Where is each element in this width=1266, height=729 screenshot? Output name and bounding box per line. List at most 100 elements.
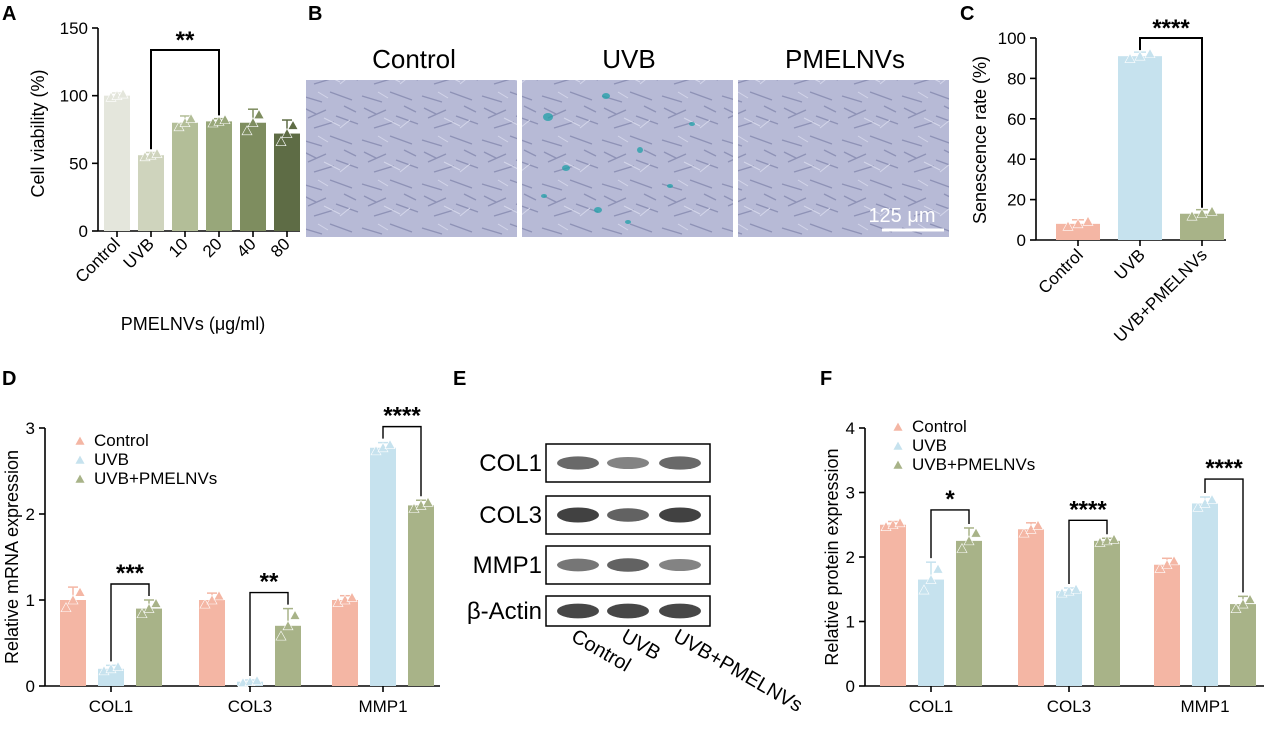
data-point [346, 591, 358, 602]
y-axis-label: Relative protein expression [822, 448, 842, 665]
data-point [1206, 493, 1218, 504]
micrograph-control [306, 80, 517, 237]
stain-spots [541, 93, 695, 224]
panel-letter-e: E [453, 368, 466, 390]
blot-band [659, 507, 701, 523]
y-tick-label: 1 [26, 591, 35, 610]
x-tick-label: Control [72, 234, 124, 286]
legend-marker [892, 440, 904, 451]
bar [1094, 540, 1120, 686]
panel-letter-c: C [960, 3, 974, 25]
blot-band [557, 456, 599, 470]
bar [60, 600, 86, 686]
chart-senescence-rate: 0 20 40 60 80 100 Senescence rate (%) Control UV… [970, 15, 1226, 346]
significance-label: **** [1205, 455, 1243, 482]
panel-letter-f: F [820, 368, 832, 390]
data-point [932, 563, 944, 574]
significance-label: ** [260, 569, 279, 596]
bar [240, 122, 266, 231]
legend-label: UVB+PMELNVs [94, 469, 217, 488]
data-point [970, 527, 982, 538]
y-tick-label: 20 [1007, 191, 1026, 210]
y-tick-label: 0 [1017, 231, 1026, 250]
data-point [275, 136, 287, 146]
blot-band [659, 558, 701, 572]
data-point [60, 602, 72, 613]
x-tick-label: COL3 [1047, 697, 1091, 716]
y-axis-label: Senescence rate (%) [970, 56, 990, 224]
legend-label: Control [94, 431, 149, 450]
panel-letter-b: B [308, 3, 322, 25]
micrograph-pmelnvs [738, 80, 949, 237]
data-point [219, 114, 231, 125]
scale-bar-label: 125 μm [868, 205, 935, 227]
data-point [1070, 583, 1082, 594]
data-point [1168, 555, 1180, 566]
data-point [1144, 48, 1156, 59]
y-tick-label: 50 [69, 154, 88, 173]
significance-bracket [1139, 37, 1203, 208]
blot-band [557, 558, 599, 572]
micrograph-title-pmelnvs: PMELNVs [785, 44, 905, 74]
data-point [1108, 533, 1120, 544]
legend-marker [892, 421, 904, 432]
data-point [117, 88, 129, 99]
data-point [136, 608, 148, 619]
blot-row-label: COL1 [479, 450, 542, 477]
data-point [956, 542, 968, 553]
x-tick-label: COL1 [89, 697, 133, 716]
x-tick-label: COL1 [909, 697, 953, 716]
bar [199, 600, 225, 686]
data-point [289, 609, 301, 620]
y-axis-label: Relative mRNA expression [2, 450, 22, 664]
x-tick-label: 80 [267, 234, 294, 261]
blot-lane-label: UVB+PMELNVs [670, 625, 807, 717]
legend-label: UVB [912, 436, 947, 455]
data-point [1032, 519, 1044, 530]
significance-bracket [150, 49, 220, 150]
bar [1118, 56, 1162, 241]
bar [1180, 213, 1224, 240]
blot-row-label: MMP1 [473, 552, 542, 579]
bar [408, 505, 434, 686]
x-axis-label: PMELNVs (μg/ml) [121, 314, 265, 334]
blot-band [659, 456, 701, 470]
significance-label: ** [176, 27, 195, 54]
bar [1056, 591, 1082, 686]
panel-letter-d: D [2, 368, 16, 390]
legend-label: UVB+PMELNVs [912, 455, 1035, 474]
legend-marker [74, 473, 86, 484]
legend-label: UVB [94, 450, 129, 469]
panel-letter-a: A [2, 3, 16, 25]
data-point [281, 127, 293, 138]
blot-band [659, 603, 701, 619]
data-point [112, 661, 124, 672]
data-point [251, 675, 263, 685]
data-point [1134, 50, 1146, 61]
blot-row-label: β-Actin [467, 598, 542, 625]
y-tick-label: 100 [998, 29, 1026, 48]
bar [206, 121, 232, 231]
micrograph-title-control: Control [372, 44, 456, 74]
data-point [287, 119, 299, 130]
data-point [143, 602, 155, 613]
data-point [185, 113, 197, 123]
data-point [925, 573, 937, 584]
bar [138, 155, 164, 231]
blot-band [557, 507, 599, 523]
data-point [1244, 593, 1256, 604]
significance-bracket [249, 591, 289, 676]
data-point [1062, 220, 1074, 231]
data-point [253, 108, 265, 119]
data-point [384, 439, 396, 449]
data-point [74, 586, 86, 597]
y-tick-label: 0 [79, 222, 88, 241]
data-point [332, 596, 344, 607]
legend-marker [74, 435, 86, 446]
x-tick-label: COL3 [228, 697, 272, 716]
significance-bracket [110, 583, 150, 662]
